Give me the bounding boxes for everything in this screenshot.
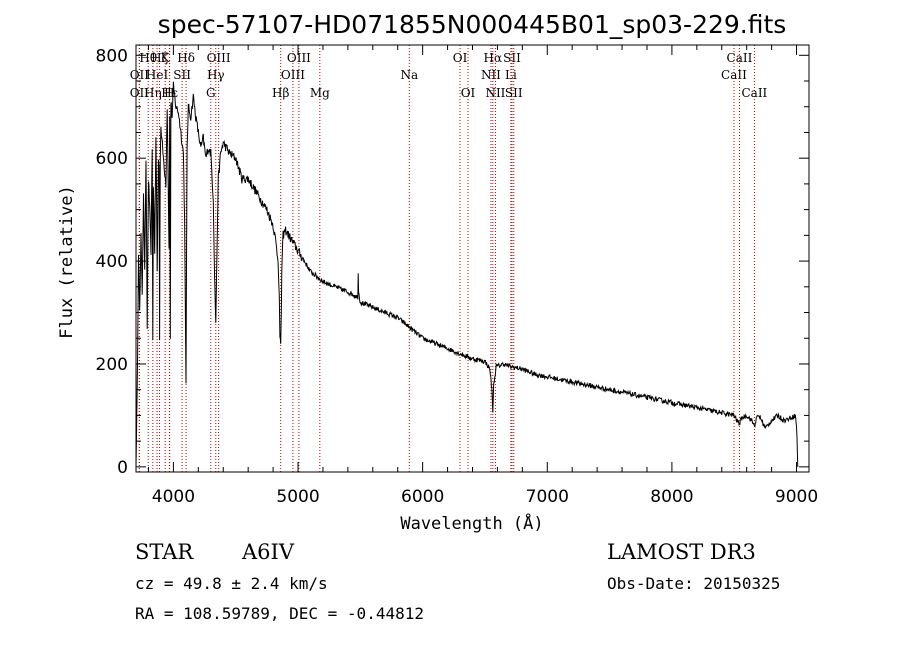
- spectral-line-label: K: [161, 51, 171, 65]
- y-tick-label: 400: [96, 252, 128, 272]
- spectral-line-label: Hβ: [272, 86, 289, 100]
- x-tick-label: 8000: [650, 487, 693, 507]
- y-tick-label: 200: [96, 355, 128, 375]
- x-tick-label: 4000: [152, 487, 195, 507]
- redshift-readout: cz = 49.8 ± 2.4 km/s: [135, 574, 328, 593]
- spectral-line-label: OI: [453, 51, 468, 65]
- spectral-line-label: OIII: [287, 51, 311, 65]
- spectral-line-label: G: [206, 86, 216, 100]
- observation-date: Obs-Date: 20150325: [607, 574, 781, 593]
- x-tick-label: 9000: [775, 487, 818, 507]
- spectral-line-label: NII: [481, 68, 501, 82]
- spectral-line-label: SII: [173, 68, 191, 82]
- spectral-line-label: Mg: [310, 86, 330, 100]
- spectral-line-label: OIII: [281, 68, 305, 82]
- spectral-line-label: Na: [400, 68, 418, 82]
- spectral-line-label: OIII: [207, 51, 231, 65]
- object-class: STAR: [135, 540, 194, 564]
- spectral-line-label: Hγ: [207, 68, 225, 82]
- chart-title: spec-57107-HD071855N000445B01_sp03-229.f…: [158, 10, 787, 39]
- spectral-line-label: Li: [505, 68, 517, 82]
- axis-ticks: 4000 5000 6000 7000 8000 9000 0 200 400 600 800: [96, 45, 818, 507]
- spectral-line-markers: OIIOIIHθHηHeIHζKHHεSIIHδGHγOIIIHβOIIIOII…: [130, 45, 768, 472]
- spectral-line-label: Hα: [484, 51, 503, 65]
- x-tick-label: 7000: [526, 487, 569, 507]
- spectral-line-label: OII: [130, 86, 150, 100]
- survey-name: LAMOST DR3: [607, 540, 756, 564]
- x-tick-label: 5000: [276, 487, 319, 507]
- y-tick-label: 0: [117, 458, 128, 478]
- y-tick-label: 800: [96, 46, 128, 66]
- spectral-line-label: Hη: [144, 86, 162, 100]
- object-subclass: A6IV: [242, 540, 294, 564]
- spectral-line-label: SII: [503, 51, 521, 65]
- x-tick-label: 6000: [401, 487, 444, 507]
- spectrum-line: [135, 81, 799, 467]
- y-tick-label: 600: [96, 149, 128, 169]
- spectral-line-label: CaII: [727, 51, 753, 65]
- spectral-line-label: Hδ: [177, 51, 195, 65]
- coordinates-readout: RA = 108.59789, DEC = -0.44812: [135, 604, 424, 623]
- spectral-line-label: HeI: [146, 68, 169, 82]
- spectral-line-label: CaII: [741, 86, 767, 100]
- y-axis-label: Flux (relative): [57, 185, 77, 339]
- spectral-line-label: CaII: [721, 68, 747, 82]
- spectral-line-label: OI: [461, 86, 476, 100]
- spectral-line-label: SII: [505, 86, 523, 100]
- x-axis-label: Wavelength (Å): [400, 512, 543, 534]
- spectral-line-label: Hε: [161, 86, 178, 100]
- spectral-line-label: Hζ: [151, 51, 168, 65]
- spectral-line-label: NII: [485, 86, 505, 100]
